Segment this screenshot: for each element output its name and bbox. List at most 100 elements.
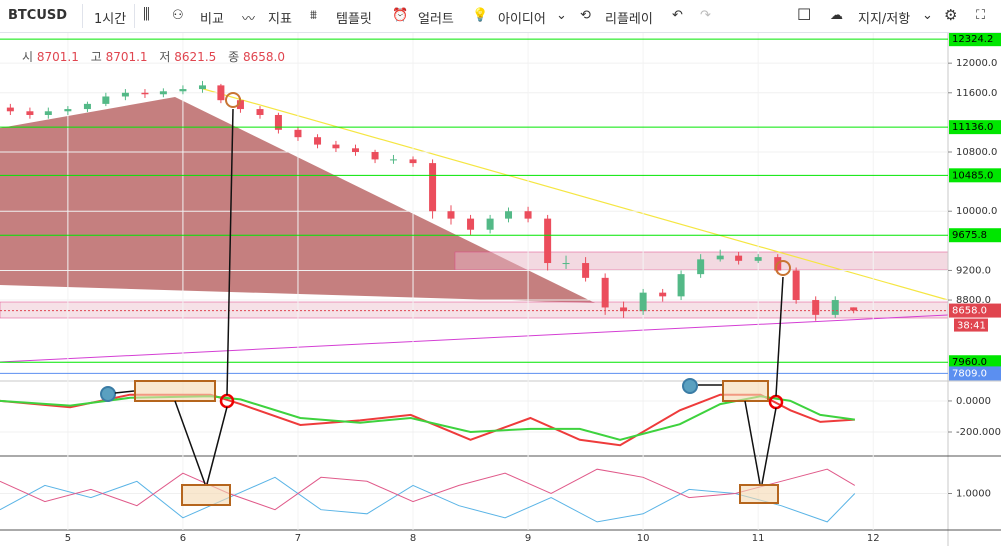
rectangle-icon[interactable]: ☐ — [797, 5, 812, 24]
alerts[interactable]: 얼러트 — [418, 12, 454, 27]
y-tick-label: 11600.0 — [956, 88, 997, 99]
y-tick-label: 12000.0 — [956, 58, 997, 69]
high: 8701.1 — [105, 50, 148, 64]
marker — [775, 260, 791, 276]
box — [134, 380, 216, 402]
candle-body — [486, 218, 494, 230]
candle-body — [121, 92, 129, 97]
candle-body — [544, 218, 552, 264]
indicator-line — [0, 395, 855, 441]
dropdown[interactable]: ⌄ — [922, 8, 933, 23]
price-label: 7960.0 — [952, 357, 987, 368]
y-tick-label: 10800.0 — [956, 147, 997, 158]
candle-body — [429, 163, 437, 212]
price-label-bg — [949, 303, 1001, 318]
dropdown[interactable]: ⌄ — [556, 8, 567, 23]
candle-body — [217, 85, 225, 101]
countdown: 38:41 — [957, 321, 986, 332]
indicator-line — [0, 476, 856, 523]
price-label-bg — [949, 366, 1001, 381]
price-label-bg — [949, 120, 1001, 135]
open-label: 시 — [22, 50, 34, 64]
candle-body — [236, 100, 244, 110]
indicator-line — [0, 468, 856, 511]
cloud-icon[interactable]: ☁ — [830, 8, 843, 23]
candle-body — [850, 307, 858, 311]
y-tick-label: 8800.0 — [956, 295, 991, 306]
candle-body — [524, 211, 532, 219]
x-tick-label: 7 — [295, 533, 301, 544]
x-tick-label: 6 — [180, 533, 186, 544]
idea-icon[interactable]: 💡 — [472, 8, 489, 23]
compare-icon[interactable]: ⚇ — [172, 8, 184, 23]
x-tick-label: 10 — [637, 533, 650, 544]
plots: 8800.0 9200.0 10000.0 10800.0 11600.0 12000.0… — [0, 33, 1001, 546]
candle-body — [697, 259, 705, 275]
candle-body — [198, 85, 206, 90]
candle-body — [314, 137, 322, 145]
fullscreen-icon[interactable]: ⛶ — [976, 8, 986, 23]
candle-body — [582, 263, 590, 278]
candle-body — [467, 218, 475, 230]
candle-body — [64, 109, 72, 112]
settings-icon[interactable]: ⚙ — [944, 6, 958, 24]
price-label-bg — [949, 168, 1001, 183]
compare[interactable]: 비교 — [200, 12, 224, 27]
templates[interactable]: 템플릿 — [336, 12, 372, 27]
marker — [100, 386, 116, 402]
candle-body — [601, 277, 609, 308]
box — [739, 484, 779, 504]
candle-body — [332, 144, 340, 149]
y-tick-label: 9200.0 — [956, 265, 991, 276]
arrows — [114, 108, 784, 485]
y-tick-label: 1.0000 — [956, 489, 991, 500]
x-tick-label: 8 — [410, 533, 416, 544]
alert-icon[interactable]: ⏰ — [392, 8, 409, 23]
low-label: 저 — [159, 50, 171, 64]
y-tick-label: -200.0000 — [956, 427, 1001, 438]
low: 8621.5 — [174, 50, 217, 64]
countdown-bg — [954, 318, 988, 332]
indicators[interactable]: 지표 — [268, 12, 292, 27]
x-tick-label: 9 — [525, 533, 531, 544]
x-tick-label: 11 — [752, 533, 765, 544]
candle-body — [371, 152, 379, 160]
box — [181, 484, 231, 506]
ideas[interactable]: 아이디어 — [498, 12, 546, 27]
replay-icon[interactable]: ⟲ — [580, 8, 591, 23]
symbol[interactable]: BTCUSD — [8, 8, 68, 23]
candle-body — [256, 109, 264, 115]
annotations — [100, 92, 791, 506]
candle-body — [447, 211, 455, 219]
price-label: 7809.0 — [952, 368, 987, 379]
price-label-bg — [949, 355, 1001, 370]
candle-body — [6, 107, 14, 112]
candle-body — [659, 292, 667, 297]
high-label: 고 — [90, 50, 102, 64]
box — [722, 380, 769, 402]
y-tick-label: 0.0000 — [956, 396, 991, 407]
trend-line — [0, 314, 949, 363]
marker — [682, 378, 698, 394]
chart-type-icon[interactable]: ⫼ — [143, 5, 150, 23]
study[interactable]: 지지/저항 — [858, 12, 911, 27]
price-label-bg — [949, 228, 1001, 243]
candle-body — [831, 300, 839, 315]
ohlc-legend: 시 8701.1 고 8701.1 저 8621.5 종 8658.0 — [22, 48, 293, 65]
candle-body — [179, 89, 187, 92]
interval[interactable]: 1시간 — [94, 12, 127, 27]
replay[interactable]: 리플레이 — [605, 12, 653, 27]
y-tick-label: 10000.0 — [956, 206, 997, 217]
template-icon[interactable]: ⩩ — [310, 8, 317, 23]
candle-body — [83, 103, 91, 110]
candle-body — [409, 159, 417, 164]
chart: 8800.0 9200.0 10000.0 10800.0 11600.0 12000.0… — [0, 33, 1001, 546]
indicator-icon[interactable]: 〰 — [242, 12, 256, 27]
candle-body — [352, 148, 359, 152]
redo[interactable]: ↷ — [700, 8, 711, 23]
undo[interactable]: ↶ — [672, 8, 683, 23]
close-label: 종 — [228, 50, 240, 64]
candle-body — [735, 255, 743, 261]
candle-body — [389, 159, 397, 161]
